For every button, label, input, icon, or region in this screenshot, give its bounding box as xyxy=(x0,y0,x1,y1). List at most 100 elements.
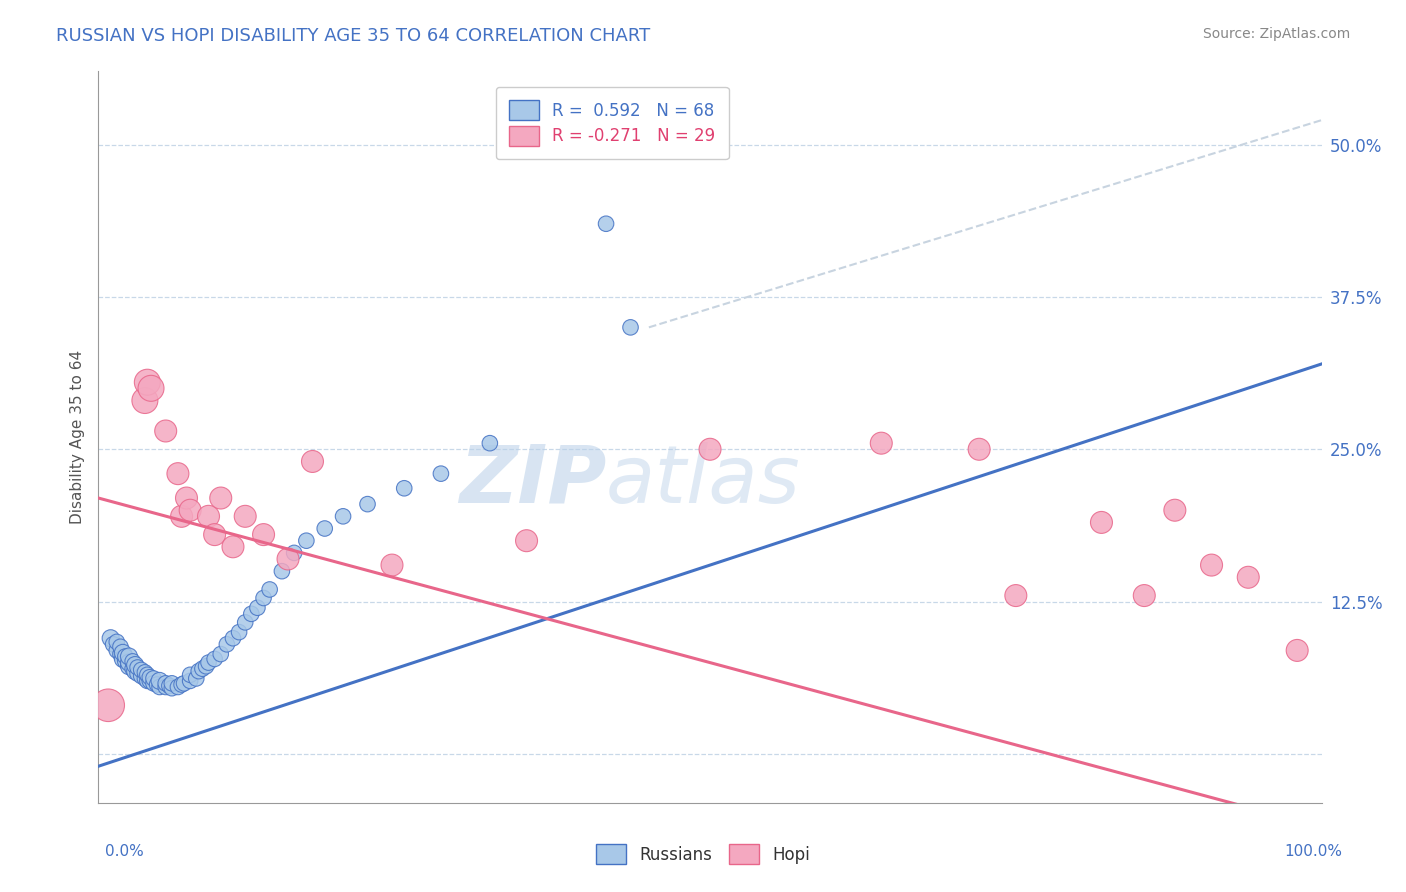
Point xyxy=(699,442,721,457)
Point xyxy=(111,646,134,660)
Point xyxy=(134,665,156,680)
Point xyxy=(204,652,226,666)
Point xyxy=(515,533,537,548)
Text: 100.0%: 100.0% xyxy=(1285,845,1343,859)
Point xyxy=(967,442,990,457)
Point xyxy=(179,667,201,681)
Point xyxy=(430,467,453,481)
Point xyxy=(381,558,404,573)
Point xyxy=(295,533,318,548)
Point xyxy=(215,637,238,651)
Point xyxy=(186,672,208,686)
Point xyxy=(142,676,165,690)
Point xyxy=(1133,589,1156,603)
Point xyxy=(139,670,162,684)
Point xyxy=(121,662,143,676)
Point xyxy=(197,509,219,524)
Point xyxy=(127,660,149,674)
Point xyxy=(170,677,193,691)
Point xyxy=(110,640,132,654)
Point xyxy=(191,662,214,676)
Point xyxy=(124,658,146,673)
Point xyxy=(136,667,159,681)
Point xyxy=(204,527,226,541)
Point xyxy=(139,381,162,395)
Point xyxy=(228,625,250,640)
Point xyxy=(170,509,193,524)
Point xyxy=(157,679,180,693)
Point xyxy=(134,672,156,686)
Point xyxy=(136,376,159,390)
Point xyxy=(240,607,263,621)
Point xyxy=(121,654,143,668)
Point xyxy=(176,491,198,505)
Point xyxy=(195,659,218,673)
Legend: Russians, Hopi: Russians, Hopi xyxy=(589,838,817,871)
Point xyxy=(118,659,141,673)
Point xyxy=(101,637,124,651)
Point xyxy=(1090,516,1112,530)
Point xyxy=(139,673,162,688)
Point xyxy=(595,217,617,231)
Point xyxy=(111,652,134,666)
Legend: R =  0.592   N = 68, R = -0.271   N = 29: R = 0.592 N = 68, R = -0.271 N = 29 xyxy=(495,87,728,159)
Point xyxy=(209,647,232,661)
Text: Source: ZipAtlas.com: Source: ZipAtlas.com xyxy=(1202,27,1350,41)
Point xyxy=(259,582,281,597)
Point xyxy=(197,656,219,670)
Point xyxy=(1201,558,1223,573)
Point xyxy=(155,676,177,690)
Point xyxy=(209,491,232,505)
Point xyxy=(179,673,201,688)
Point xyxy=(252,591,274,605)
Point xyxy=(110,647,132,661)
Point xyxy=(142,672,165,686)
Point xyxy=(1004,589,1026,603)
Point xyxy=(129,669,152,683)
Point xyxy=(134,393,156,408)
Point xyxy=(124,664,146,678)
Point xyxy=(356,497,378,511)
Point xyxy=(127,666,149,681)
Point xyxy=(97,698,120,713)
Point xyxy=(246,600,269,615)
Point xyxy=(173,676,195,690)
Point xyxy=(870,436,893,450)
Point xyxy=(167,467,190,481)
Point xyxy=(332,509,354,524)
Point xyxy=(1237,570,1260,584)
Text: 0.0%: 0.0% xyxy=(105,845,145,859)
Point xyxy=(233,509,256,524)
Point xyxy=(100,632,122,646)
Point xyxy=(392,481,416,495)
Text: atlas: atlas xyxy=(606,442,801,520)
Point xyxy=(155,424,177,438)
Point xyxy=(136,673,159,688)
Point xyxy=(105,635,128,649)
Point xyxy=(187,664,209,678)
Point xyxy=(114,654,136,668)
Point xyxy=(129,663,152,677)
Point xyxy=(222,632,245,646)
Point xyxy=(149,680,172,694)
Point xyxy=(270,564,294,578)
Point xyxy=(277,552,299,566)
Point xyxy=(1286,643,1309,657)
Point xyxy=(146,677,169,691)
Point xyxy=(160,681,183,696)
Point xyxy=(160,676,183,690)
Point xyxy=(1164,503,1187,517)
Point xyxy=(167,680,190,694)
Point xyxy=(222,540,245,554)
Point xyxy=(105,643,128,657)
Y-axis label: Disability Age 35 to 64: Disability Age 35 to 64 xyxy=(69,350,84,524)
Point xyxy=(179,503,201,517)
Point xyxy=(478,436,501,450)
Text: RUSSIAN VS HOPI DISABILITY AGE 35 TO 64 CORRELATION CHART: RUSSIAN VS HOPI DISABILITY AGE 35 TO 64 … xyxy=(56,27,651,45)
Point xyxy=(149,673,172,688)
Point xyxy=(114,649,136,664)
Point xyxy=(233,615,256,630)
Point xyxy=(283,546,305,560)
Text: ZIP: ZIP xyxy=(458,442,606,520)
Point xyxy=(118,649,141,664)
